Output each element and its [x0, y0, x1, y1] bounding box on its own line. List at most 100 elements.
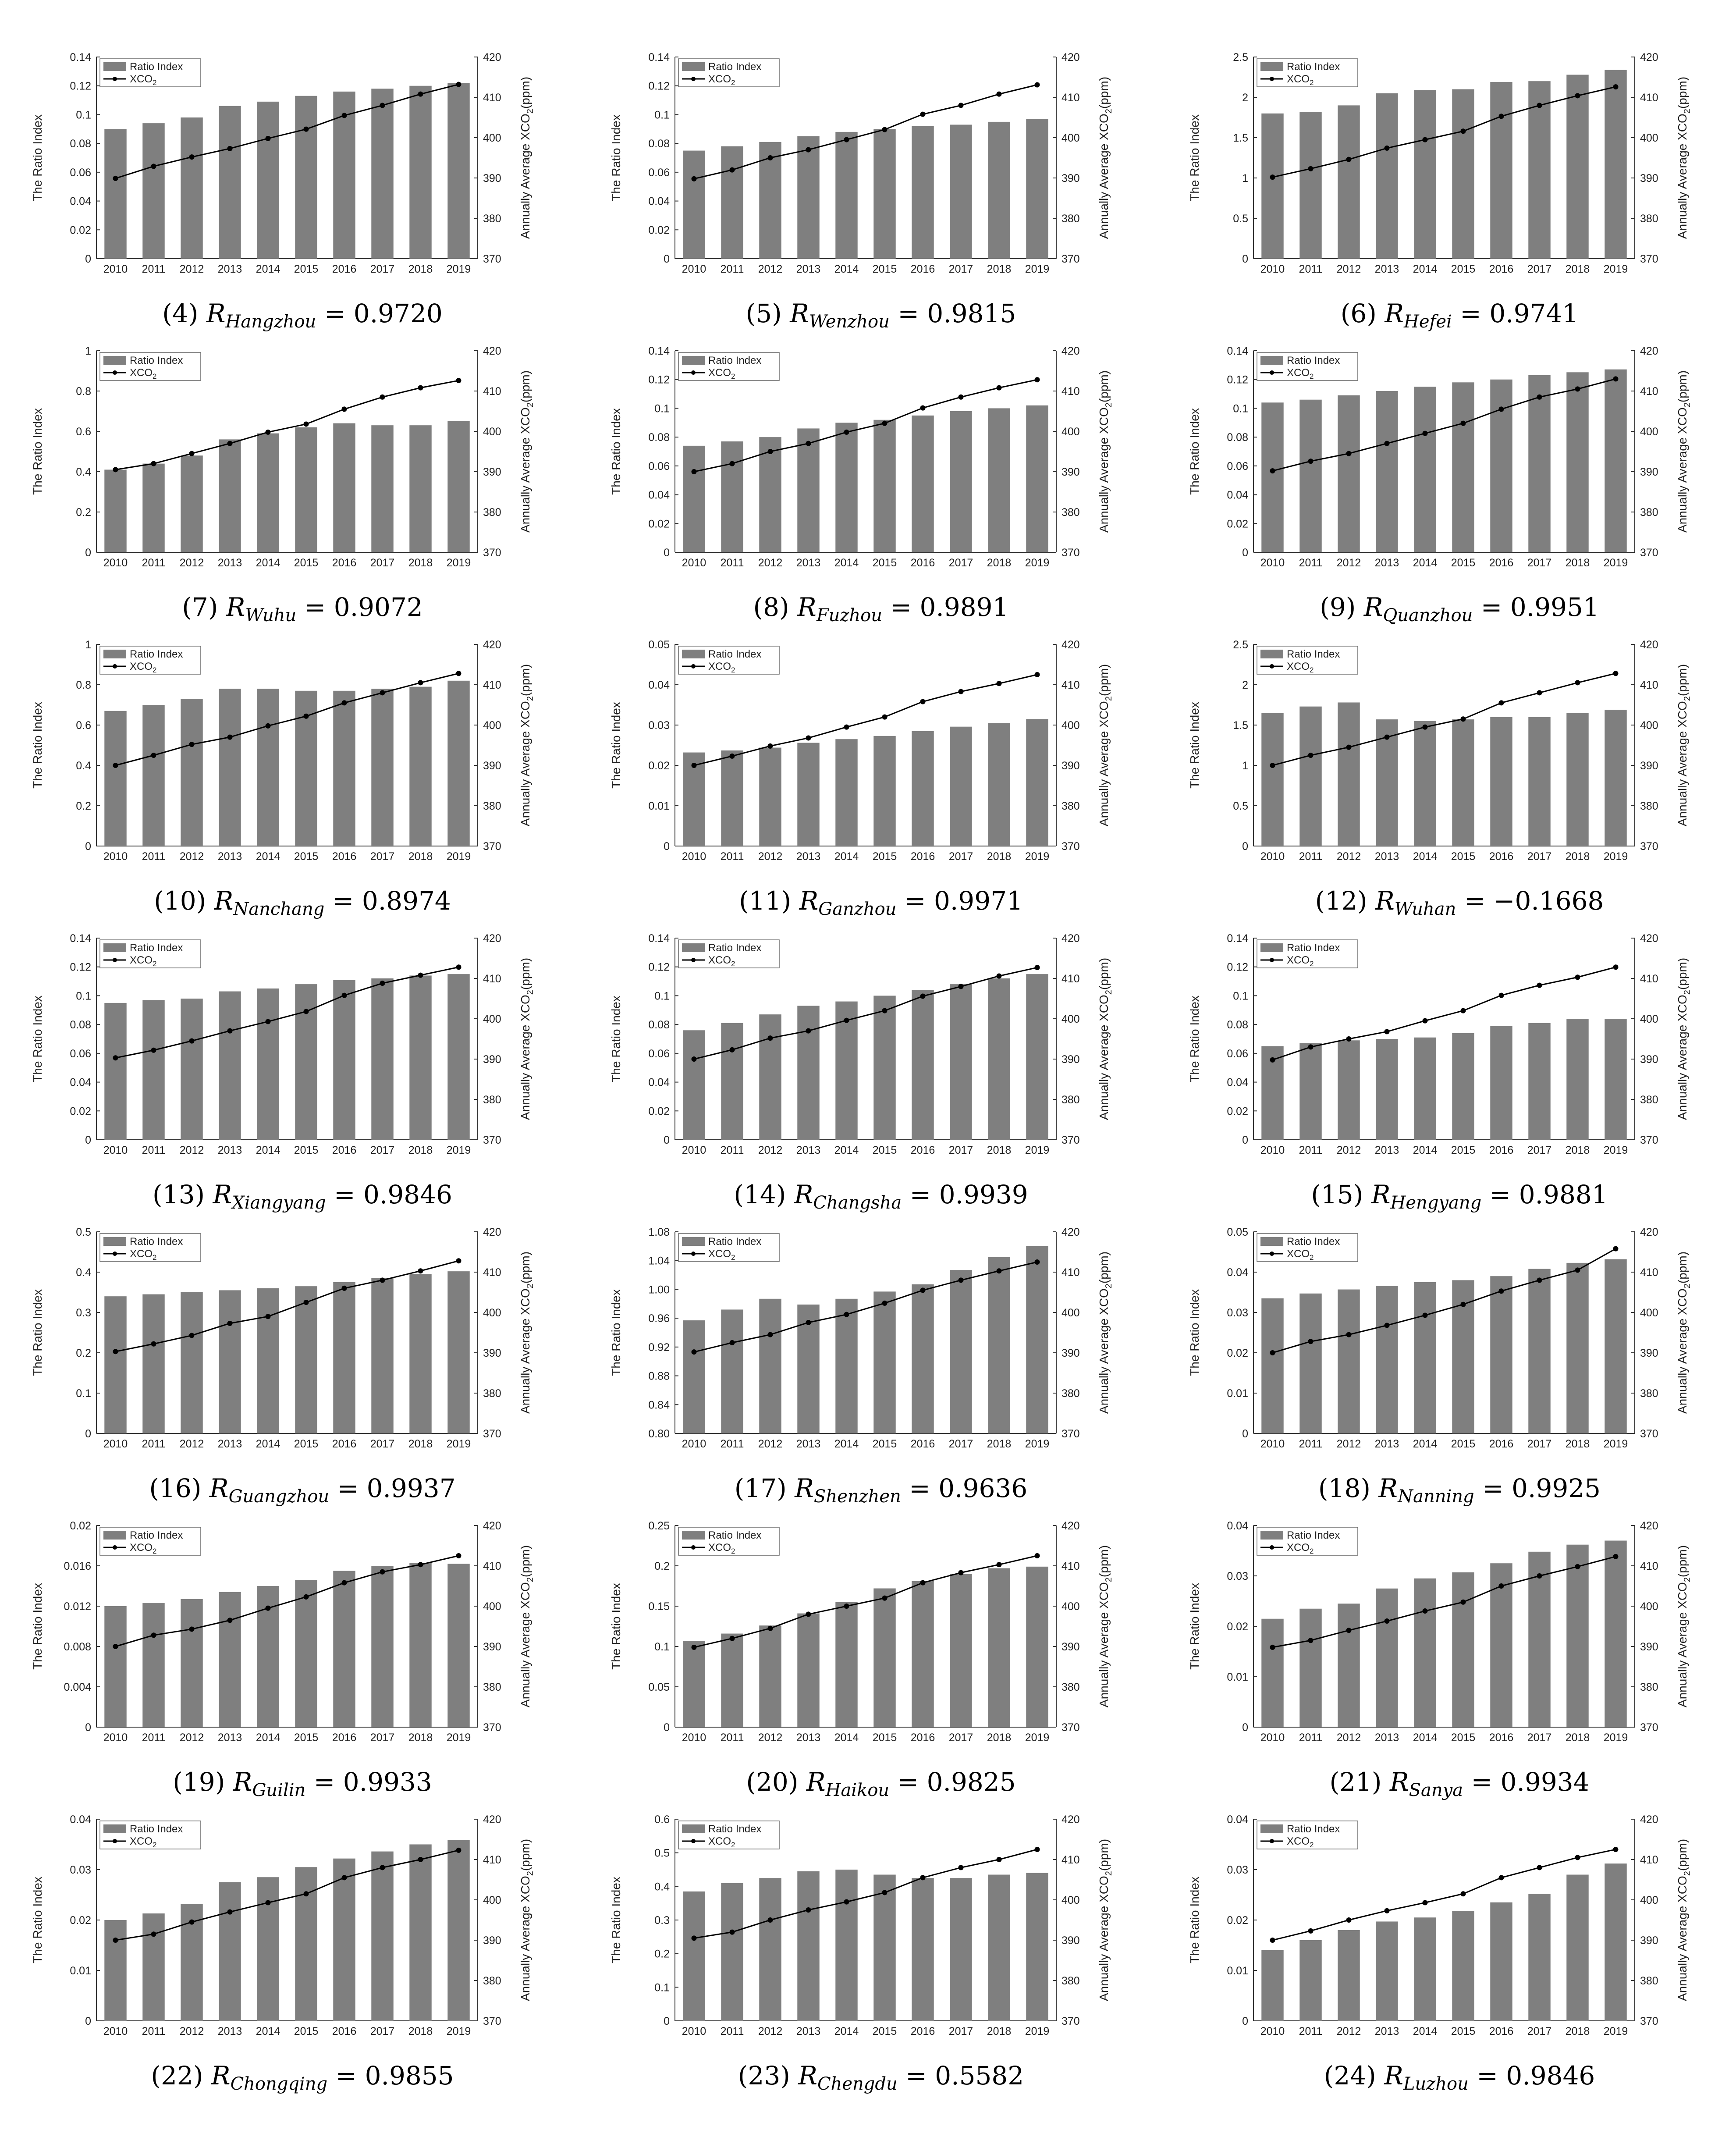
- y-right-axis-label: Annually Average XCO2(ppm): [1676, 664, 1692, 826]
- legend-bar-swatch: [1260, 943, 1283, 952]
- y-left-tick-label: 0: [664, 840, 670, 853]
- caption-r-symbol: R: [213, 1180, 232, 1209]
- xco2-point: [1613, 671, 1619, 676]
- xco2-point: [920, 405, 926, 411]
- xco2-point: [806, 441, 811, 446]
- y-right-axis-label: Annually Average XCO2(ppm): [518, 1839, 535, 2001]
- ratio-index-bar: [1026, 1246, 1048, 1433]
- y-left-tick-label: 0.12: [70, 961, 91, 974]
- xco2-point: [303, 1009, 309, 1014]
- chart-caption: (11) RGanzhou = 0.9971: [739, 886, 1023, 919]
- y-right-tick-label: 420: [483, 51, 501, 64]
- x-tick-label: 2011: [142, 2025, 166, 2037]
- y-left-tick-label: 2.5: [1233, 51, 1248, 64]
- caption-number: (22): [151, 2061, 203, 2091]
- y-right-tick-label: 370: [1640, 1721, 1658, 1734]
- xco2-line: [1272, 86, 1616, 178]
- x-tick-label: 2010: [1260, 1144, 1285, 1156]
- ratio-index-bar: [1528, 375, 1551, 552]
- xco2-line: [115, 380, 459, 470]
- y-left-axis-label: The Ratio Index: [609, 702, 623, 789]
- legend-line-label-main: XCO: [708, 661, 731, 672]
- xco2-point: [1498, 1583, 1504, 1589]
- legend-line-label: XCO2: [708, 1248, 735, 1262]
- ratio-index-bar: [988, 408, 1010, 552]
- legend-bar-swatch: [103, 943, 126, 952]
- y-left-tick-label: 0.01: [648, 800, 670, 812]
- y-left-tick-label: 0.04: [648, 1077, 670, 1089]
- xco2-point: [227, 734, 233, 740]
- y-right-axis-label-unit: (ppm): [1097, 1839, 1111, 1871]
- x-tick-label: 2013: [796, 1438, 821, 1450]
- y-right-tick-label: 410: [483, 973, 501, 985]
- legend-line-marker: [113, 1252, 117, 1256]
- caption-r-symbol: R: [1363, 592, 1383, 622]
- chart-svg: 0 0.01 0.02 0.03 0.04 0.05 370 380 390 400 410 420 2…: [609, 639, 1114, 863]
- legend-bar-swatch: [682, 943, 705, 952]
- ratio-index-bar: [835, 1298, 858, 1433]
- xco2-line: [694, 1849, 1037, 1939]
- xco2-point: [113, 175, 118, 181]
- x-tick-label: 2012: [180, 1732, 204, 1744]
- ratio-index-bar: [1528, 717, 1551, 846]
- xco2-point: [341, 113, 347, 118]
- legend-line-label-main: XCO: [130, 73, 153, 85]
- y-right-tick-label: 400: [1640, 1013, 1658, 1025]
- x-tick-label: 2015: [1451, 557, 1476, 569]
- ratio-index-bar: [409, 85, 432, 259]
- y-right-tick-label: 390: [1640, 1641, 1658, 1653]
- x-tick-label: 2018: [408, 850, 433, 863]
- xco2-point: [1034, 377, 1040, 383]
- x-tick-label: 2013: [218, 557, 242, 569]
- x-tick-label: 2013: [218, 2025, 242, 2037]
- x-tick-label: 2019: [447, 1438, 471, 1450]
- ratio-index-bar: [1452, 719, 1474, 846]
- caption-r-symbol: R: [797, 592, 817, 622]
- chart-svg: 0 0.02 0.04 0.06 0.08 0.1 0.12 0.14 370 380 390 400…: [1188, 932, 1692, 1156]
- caption-r-symbol: R: [794, 1180, 813, 1209]
- xco2-point: [303, 1594, 309, 1600]
- legend-line-label-sub: 2: [153, 1841, 156, 1849]
- xco2-point: [1346, 1628, 1352, 1633]
- ratio-index-bar: [1261, 1618, 1284, 1727]
- xco2-point: [691, 1056, 697, 1062]
- x-tick-label: 2014: [1413, 1732, 1438, 1744]
- y-left-tick-label: 0.1: [76, 990, 91, 1002]
- y-right-tick-label: 420: [483, 1813, 501, 1826]
- legend-line-label-sub: 2: [731, 78, 735, 87]
- y-left-tick-label: 0.1: [1233, 402, 1248, 415]
- caption-r-symbol: R: [1385, 299, 1404, 328]
- legend-line-marker: [113, 1839, 117, 1843]
- xco2-point: [806, 1028, 811, 1034]
- chart-panel: 0 0.02 0.04 0.06 0.08 0.1 0.12 0.14 370 380 390 400…: [13, 925, 592, 1223]
- ratio-index-bar: [104, 711, 127, 846]
- caption-r-symbol: R: [226, 592, 245, 622]
- xco2-point: [1613, 964, 1619, 970]
- caption-city: Nanning: [1398, 1486, 1474, 1507]
- x-tick-label: 2010: [103, 2025, 128, 2037]
- ratio-index-bar: [1261, 1950, 1284, 2021]
- ratio-index-bar: [1566, 372, 1589, 552]
- y-left-tick-label: 0.016: [64, 1560, 91, 1572]
- legend-bar-label: Ratio Index: [1287, 1236, 1340, 1248]
- xco2-point: [1460, 1891, 1466, 1897]
- y-right-tick-label: 390: [1061, 760, 1080, 772]
- y-right-tick-label: 400: [1640, 1894, 1658, 1906]
- x-tick-label: 2016: [1489, 2025, 1514, 2037]
- x-tick-label: 2019: [447, 850, 471, 863]
- chart-caption: (17) RShenzhen = 0.9636: [734, 1473, 1028, 1507]
- y-right-tick-label: 410: [1640, 1266, 1658, 1279]
- ratio-index-bar: [104, 1920, 127, 2021]
- ratio-index-bar: [1490, 82, 1512, 259]
- ratio-index-bar: [1299, 1293, 1322, 1433]
- xco2-point: [1308, 753, 1314, 758]
- y-right-tick-label: 420: [1640, 51, 1658, 64]
- xco2-point: [1613, 84, 1619, 90]
- x-tick-label: 2011: [721, 1438, 744, 1450]
- y-left-axis-label: The Ratio Index: [31, 702, 44, 789]
- caption-r-value: 0.9636: [938, 1473, 1028, 1503]
- y-left-axis-label: The Ratio Index: [31, 114, 44, 201]
- legend-line-label-main: XCO: [130, 1835, 153, 1847]
- ratio-index-bar: [1605, 1019, 1627, 1140]
- ratio-index-bar: [409, 975, 432, 1140]
